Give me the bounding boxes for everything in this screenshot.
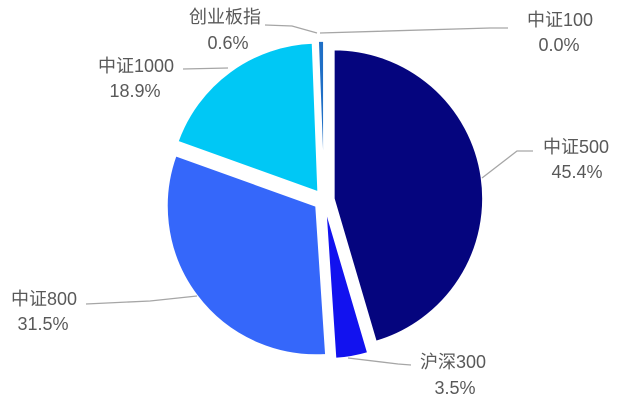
pie-slice-沪深300 xyxy=(325,209,369,360)
pie-slice-中证1000 xyxy=(177,42,319,193)
slice-label-中证500: 中证500 xyxy=(543,137,609,157)
slice-value-沪深300: 3.5% xyxy=(434,378,475,398)
leader-line-沪深300 xyxy=(347,357,412,366)
leader-line-中证500 xyxy=(481,150,533,179)
slice-value-中证1000: 18.9% xyxy=(109,81,160,101)
pie-slice-创业板指 xyxy=(317,40,325,191)
pie-slice-中证800 xyxy=(166,154,327,356)
leader-line-中证1000 xyxy=(182,67,229,70)
slice-value-中证100: 0.0% xyxy=(538,35,579,55)
leader-line-中证800 xyxy=(85,295,198,305)
slice-label-中证1000: 中证1000 xyxy=(98,56,174,76)
slice-value-中证800: 31.5% xyxy=(17,314,68,334)
slice-value-创业板指: 0.6% xyxy=(207,33,248,53)
slice-label-中证100: 中证100 xyxy=(527,10,593,30)
slice-label-创业板指: 创业板指 xyxy=(189,7,261,27)
slice-label-中证800: 中证800 xyxy=(11,289,77,309)
leader-line-中证100 xyxy=(319,27,508,34)
slice-label-沪深300: 沪深300 xyxy=(420,352,486,372)
slice-value-中证500: 45.4% xyxy=(551,162,602,182)
pie-slice-中证500 xyxy=(333,48,484,343)
leader-line-创业板指 xyxy=(264,24,318,34)
